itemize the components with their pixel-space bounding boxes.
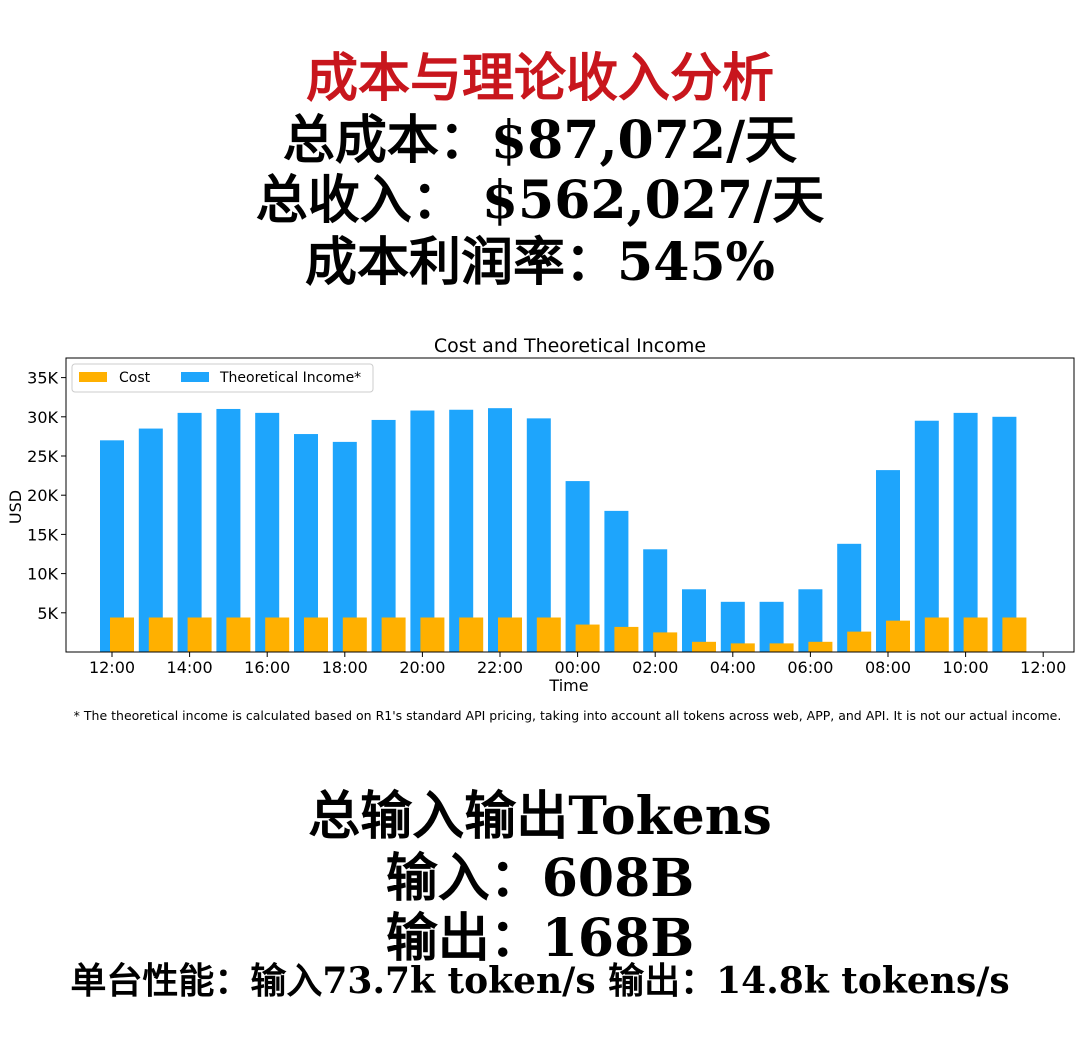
x-tick-label: 06:00 [787,658,833,677]
bar-cost-06:00 [808,642,832,652]
y-tick-label: 30K [27,408,58,427]
bar-cost-09:00 [925,618,949,652]
x-tick-label: 16:00 [244,658,290,677]
per-node-performance-text: 单台性能：输入73.7k token/s 输出：14.8k tokens/s [0,952,1080,1004]
chart-footnote: * The theoretical income is calculated b… [0,708,1080,723]
bar-cost-23:00 [537,618,561,652]
y-tick-label: 25K [27,447,58,466]
bar-cost-03:00 [692,642,716,652]
bar-cost-01:00 [614,627,638,652]
bar-cost-18:00 [343,618,367,652]
bar-cost-05:00 [770,643,794,652]
bar-cost-11:00 [1002,618,1026,652]
bar-cost-12:00 [110,618,134,652]
bar-income-23:00 [527,418,551,652]
bar-income-19:00 [372,420,396,652]
y-tick-label: 35K [27,369,58,388]
bar-cost-13:00 [149,618,173,652]
x-tick-label: 20:00 [399,658,445,677]
bar-income-22:00 [488,408,512,652]
y-tick-label: 20K [27,486,58,505]
x-tick-label: 22:00 [477,658,523,677]
legend-label-cost: Cost [119,370,151,386]
bar-cost-10:00 [964,618,988,652]
bar-cost-17:00 [304,618,328,652]
bar-income-15:00 [216,409,240,652]
bars-layer [100,408,1026,652]
bar-income-14:00 [178,413,202,652]
x-tick-label: 14:00 [167,658,213,677]
y-tick-label: 10K [27,565,58,584]
x-tick-label: 00:00 [555,658,601,677]
bar-income-11:00 [992,417,1016,652]
bar-cost-14:00 [188,618,212,652]
cost-income-chart: Cost and Theoretical Income 5K 10K 15K 20K 2… [0,328,1080,703]
bar-cost-21:00 [459,618,483,652]
bar-cost-07:00 [847,632,871,652]
bar-income-21:00 [449,410,473,652]
chart-title: Cost and Theoretical Income [434,335,706,357]
bar-cost-19:00 [382,618,406,652]
bar-cost-04:00 [731,643,755,652]
bar-cost-20:00 [420,618,444,652]
legend-swatch-cost [79,372,107,382]
bar-cost-08:00 [886,621,910,652]
bar-cost-02:00 [653,632,677,652]
x-tick-label: 10:00 [943,658,989,677]
bar-income-16:00 [255,413,279,652]
bar-cost-16:00 [265,618,289,652]
x-tick-label: 02:00 [632,658,678,677]
bar-cost-15:00 [226,618,250,652]
profit-margin-text: 成本利润率：545% [0,220,1080,295]
legend-swatch-income [181,372,209,382]
legend-label-income: Theoretical Income* [219,370,361,386]
x-tick-label: 08:00 [865,658,911,677]
y-axis: 5K 10K 15K 20K 25K 30K 35K [27,369,66,623]
x-tick-label: 12:00 [1020,658,1066,677]
bar-income-09:00 [915,421,939,652]
bar-income-20:00 [410,411,434,652]
y-axis-label: USD [6,490,25,524]
y-tick-label: 15K [27,525,58,544]
y-tick-label: 5K [37,604,58,623]
x-axis-label: Time [548,676,588,695]
x-axis: 12:00 14:00 16:00 18:00 20:00 22:00 00:00 02:00… [89,652,1066,677]
bar-cost-22:00 [498,618,522,652]
chart-legend: Cost Theoretical Income* [72,364,373,392]
bar-cost-00:00 [576,625,600,652]
x-tick-label: 12:00 [89,658,135,677]
bar-income-10:00 [954,413,978,652]
x-tick-label: 18:00 [322,658,368,677]
x-tick-label: 04:00 [710,658,756,677]
